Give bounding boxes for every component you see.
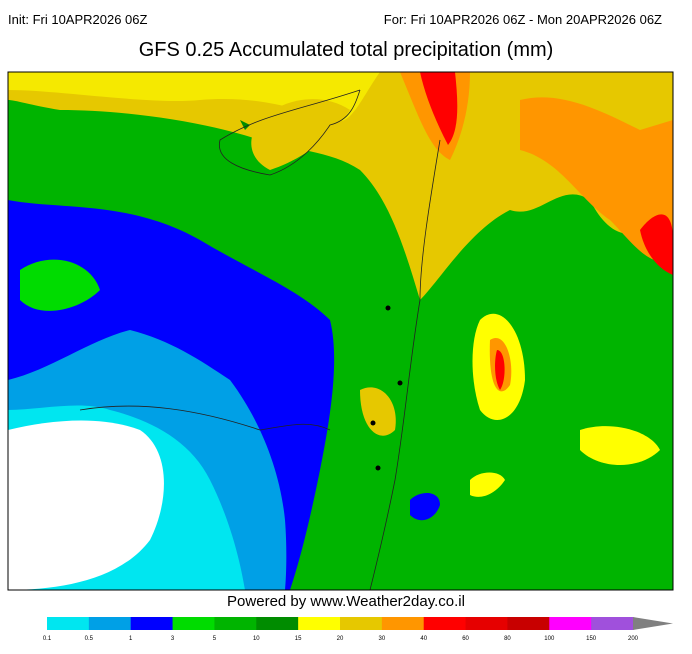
colorbar-label: 40 (420, 636, 427, 642)
colorbar-swatch (591, 617, 634, 630)
colorbar-swatch (214, 617, 257, 630)
colorbar-label: 15 (295, 636, 302, 642)
colorbar-swatch (381, 617, 425, 630)
colorbar-label: 5 (213, 636, 217, 642)
colorbar-swatch (423, 617, 467, 630)
colorbar-label: 150 (586, 636, 597, 642)
colorbar-swatch (298, 617, 341, 630)
valid-time: For: Fri 10APR2026 06Z - Mon 20APR2026 0… (384, 12, 662, 27)
colorbar-swatch (549, 617, 592, 630)
colorbar-label: 200 (628, 636, 639, 642)
colorbar-label: 100 (544, 636, 555, 642)
colorbar-swatch (130, 617, 174, 630)
colorbar-label: 20 (337, 636, 344, 642)
colorbar-label: 30 (379, 636, 386, 642)
init-time: Init: Fri 10APR2026 06Z (8, 12, 148, 27)
credit: Powered by www.Weather2day.co.il (227, 593, 465, 610)
colorbar-swatch (172, 617, 215, 630)
colorbar-arrow (633, 617, 673, 630)
colorbar-label: 0.5 (85, 636, 94, 642)
colorbar-swatch (507, 617, 550, 630)
colorbar-label: 60 (462, 636, 469, 642)
colorbar-swatch (465, 617, 508, 630)
colorbar-swatch (256, 617, 299, 630)
map-title: GFS 0.25 Accumulated total precipitation… (139, 39, 554, 61)
colorbar: 0.1 0.5 1 3 5 10 15 20 30 40 60 80 100 150 200 (43, 617, 673, 642)
colorbar-label: 1 (129, 636, 133, 642)
colorbar-swatch (340, 617, 383, 630)
colorbar-swatch (47, 617, 90, 630)
colorbar-swatch (88, 617, 132, 630)
map-frame (7, 71, 674, 591)
precip-map (8, 72, 673, 590)
colorbar-label: 3 (171, 636, 175, 642)
colorbar-label: 10 (253, 636, 260, 642)
colorbar-label: 80 (504, 636, 511, 642)
colorbar-label: 0.1 (43, 636, 52, 642)
